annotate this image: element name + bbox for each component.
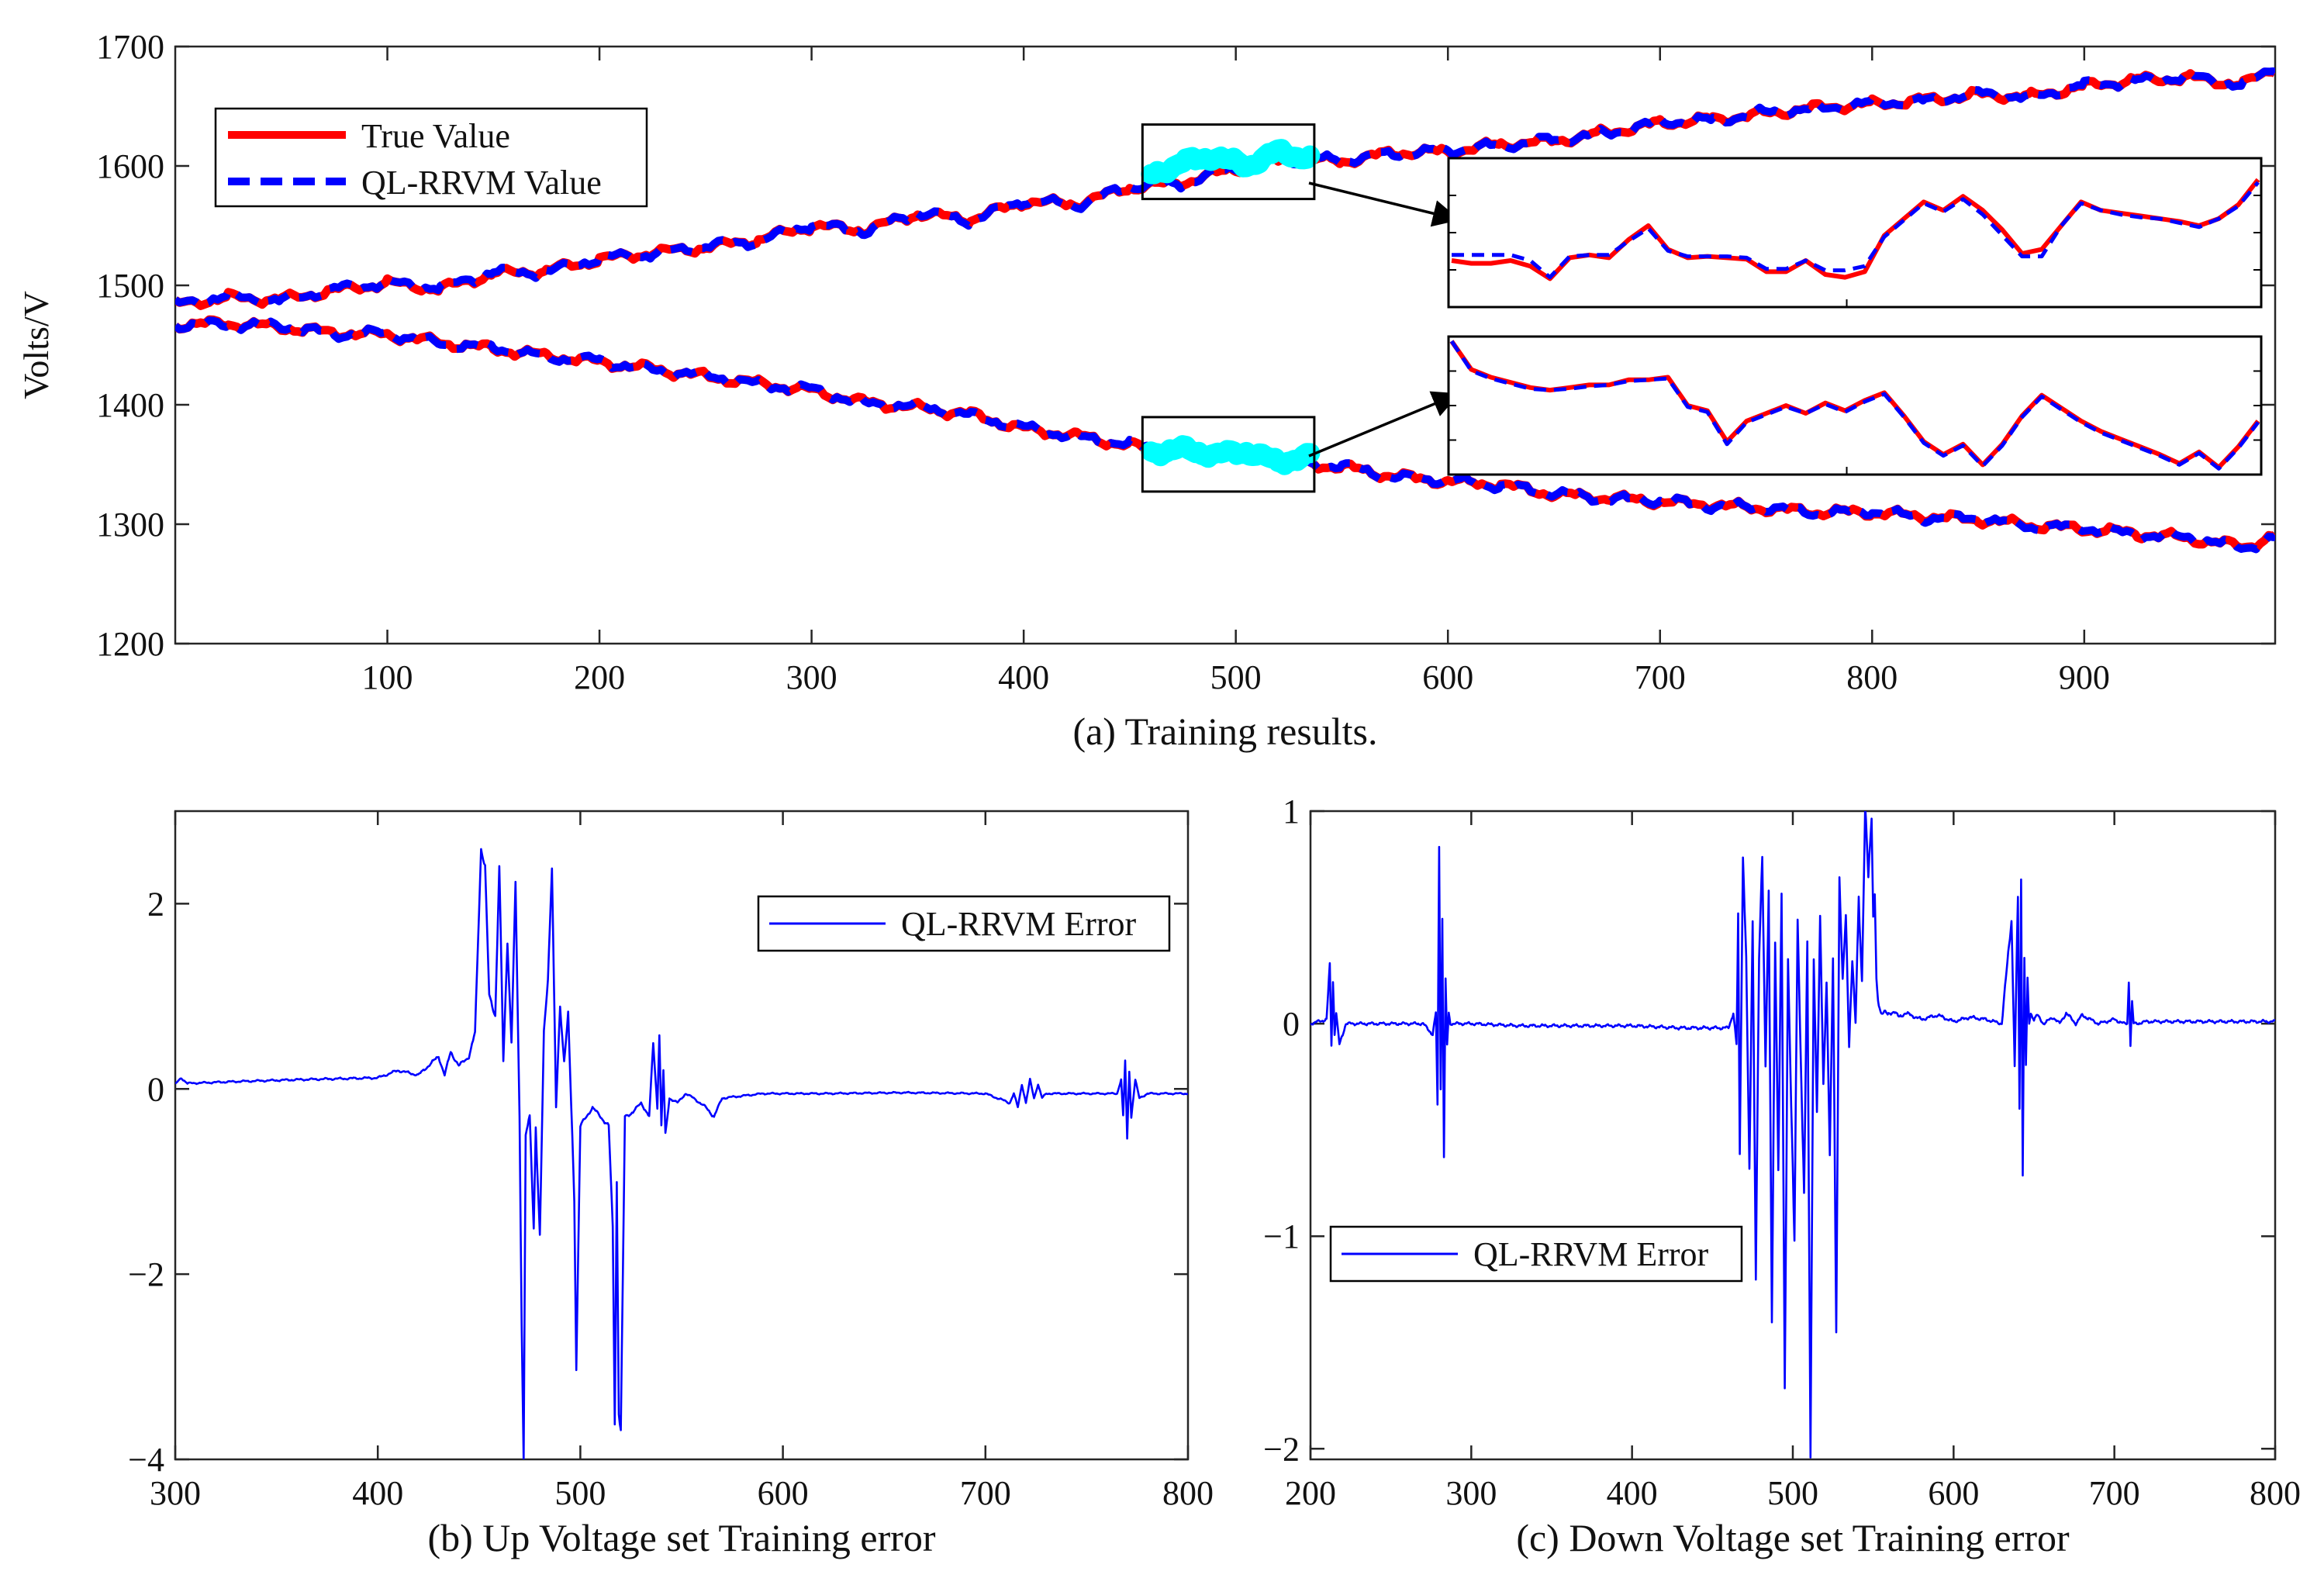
x-tick-label: 300: [150, 1474, 201, 1512]
y-axis-label: Volts/V: [16, 291, 56, 399]
y-tick-label: −2: [1263, 1430, 1300, 1468]
axes-frame: [174, 810, 1190, 1461]
x-tick-label: 500: [554, 1474, 606, 1512]
series-ql-rrvm-error: [175, 848, 1188, 1459]
y-tick-label: 1300: [96, 506, 164, 544]
inset-frame-up: [1447, 157, 2263, 309]
x-tick-label: 200: [574, 658, 625, 696]
y-tick-label: −2: [128, 1255, 164, 1293]
inset-ql-rrvm-value-up: [1452, 181, 2260, 280]
legend: True Value QL-RRVM Value: [214, 107, 648, 208]
chart-caption: (b) Up Voltage set Training error: [427, 1516, 935, 1559]
y-tick-label: −1: [1263, 1217, 1300, 1255]
x-tick-label: 900: [2059, 658, 2110, 696]
series-ql-rrvm-value-down: [175, 316, 2275, 554]
x-tick-label: 800: [2250, 1474, 2301, 1512]
x-tick-label: 300: [1445, 1474, 1497, 1512]
chart-c: 200 300 400 500 600 700 800 −2 −1 0 1 (c) Down Volt…: [1263, 792, 2301, 1559]
series-ql-rrvm-error: [1310, 811, 2275, 1459]
x-tick-label: 500: [1767, 1474, 1818, 1512]
y-tick-label: 1600: [96, 147, 164, 185]
x-tick-label: 700: [1635, 658, 1686, 696]
x-tick-label: 600: [758, 1474, 809, 1512]
x-tick-label: 500: [1210, 658, 1262, 696]
legend-box: [214, 107, 648, 208]
y-tick-label: 0: [1283, 1005, 1300, 1043]
x-tick-label: 600: [1422, 658, 1473, 696]
highlight-segment-up: [1141, 139, 1321, 185]
x-tick-label: 800: [1846, 658, 1898, 696]
x-tick-label: 800: [1162, 1474, 1214, 1512]
zoom-arrow-up: [1308, 181, 1460, 227]
x-tick-label: 400: [352, 1474, 403, 1512]
plot-area: [175, 67, 2275, 554]
plot-area: [1310, 811, 2275, 1459]
x-tick-label: 300: [786, 658, 837, 696]
chart-a: 100 200 300 400 500 600 700 800 900 1200 1300 1400 1…: [16, 28, 2277, 753]
x-tick-label: 700: [960, 1474, 1011, 1512]
legend-label-ql-rrvm-error: QL-RRVM Error: [901, 905, 1137, 943]
axes-frame: [174, 45, 2277, 645]
x-tick-label: 200: [1285, 1474, 1336, 1512]
y-tick-label: 1200: [96, 625, 164, 663]
x-tick-label: 400: [998, 658, 1049, 696]
y-tick-label: 1: [1283, 792, 1300, 830]
y-tick-label: 0: [147, 1070, 164, 1108]
chart-caption: (c) Down Voltage set Training error: [1516, 1516, 2070, 1559]
plot-area: [175, 848, 1188, 1459]
x-tick-label: 600: [1928, 1474, 1979, 1512]
y-tick-label: −4: [128, 1441, 164, 1479]
x-tick-label: 400: [1607, 1474, 1658, 1512]
legend-label-ql-rrvm-value: QL-RRVM Value: [361, 164, 602, 202]
zoom-region-box-up: [1141, 123, 1316, 201]
legend-label-true-value: True Value: [361, 117, 510, 155]
legend-label-ql-rrvm-error: QL-RRVM Error: [1473, 1235, 1709, 1273]
x-tick-label: 700: [2089, 1474, 2140, 1512]
chart-b: 300 400 500 600 700 800 −4 −2 0 2 (b) Up Voltage s…: [128, 810, 1214, 1559]
legend: QL-RRVM Error: [1329, 1225, 1743, 1283]
legend: QL-RRVM Error: [757, 895, 1171, 952]
y-tick-label: 1500: [96, 267, 164, 305]
y-tick-label: 1700: [96, 28, 164, 66]
chart-caption: (a) Training results.: [1072, 710, 1377, 753]
x-tick-label: 100: [362, 658, 413, 696]
y-tick-label: 2: [147, 885, 164, 923]
inset-ql-rrvm-value-down: [1449, 340, 2260, 471]
highlight-segment-down: [1141, 435, 1321, 475]
zoom-arrow-down: [1308, 391, 1460, 458]
y-tick-label: 1400: [96, 386, 164, 424]
